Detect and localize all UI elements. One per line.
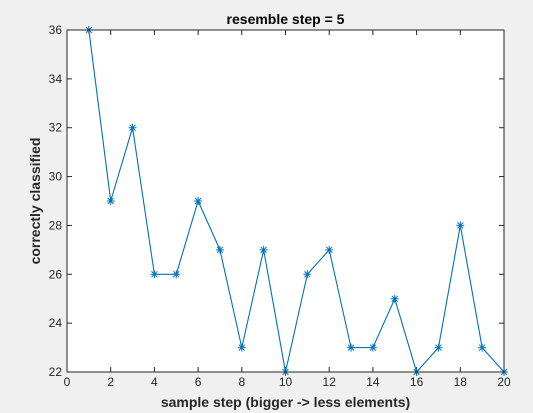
y-tick-label: 34 [49, 72, 63, 86]
data-point-marker [434, 343, 443, 352]
y-tick-label: 24 [49, 316, 63, 330]
x-tick-label: 6 [195, 375, 202, 389]
x-axis-label: sample step (bigger -> less elements) [161, 394, 410, 410]
data-point-marker [303, 270, 312, 279]
y-tick-label: 28 [49, 218, 63, 232]
x-tick-label: 10 [279, 375, 293, 389]
x-tick-label: 18 [454, 375, 468, 389]
data-point-marker [390, 294, 399, 303]
data-point-marker [456, 221, 465, 230]
y-axis-label: correctly classified [27, 138, 43, 265]
data-point-marker [368, 343, 377, 352]
x-tick-label: 12 [323, 375, 337, 389]
axes-box [66, 29, 505, 373]
x-tick-label: 8 [238, 375, 245, 389]
chart-title: resemble step = 5 [227, 11, 345, 27]
y-tick-label: 30 [49, 170, 63, 184]
x-tick-label: 4 [151, 375, 158, 389]
data-point-marker [325, 245, 334, 254]
y-tick-label: 32 [49, 121, 63, 135]
data-point-marker [347, 343, 356, 352]
x-tick-label: 20 [497, 375, 511, 389]
data-point-marker [128, 123, 137, 132]
x-tick-label: 16 [410, 375, 424, 389]
data-point-marker [259, 245, 268, 254]
data-point-marker [478, 343, 487, 352]
data-point-marker [150, 270, 159, 279]
y-tick-label: 26 [49, 267, 63, 281]
y-tick-label: 22 [49, 365, 63, 379]
axes-background [67, 30, 504, 372]
x-tick-label: 14 [366, 375, 380, 389]
data-point-marker [194, 197, 203, 205]
x-tick-label: 2 [107, 375, 114, 389]
data-point-marker [106, 197, 115, 205]
data-point-marker [172, 270, 181, 279]
x-tick-label: 0 [64, 375, 71, 389]
y-tick-label: 36 [49, 23, 63, 37]
data-point-marker [237, 343, 246, 352]
data-point-marker [215, 245, 224, 254]
